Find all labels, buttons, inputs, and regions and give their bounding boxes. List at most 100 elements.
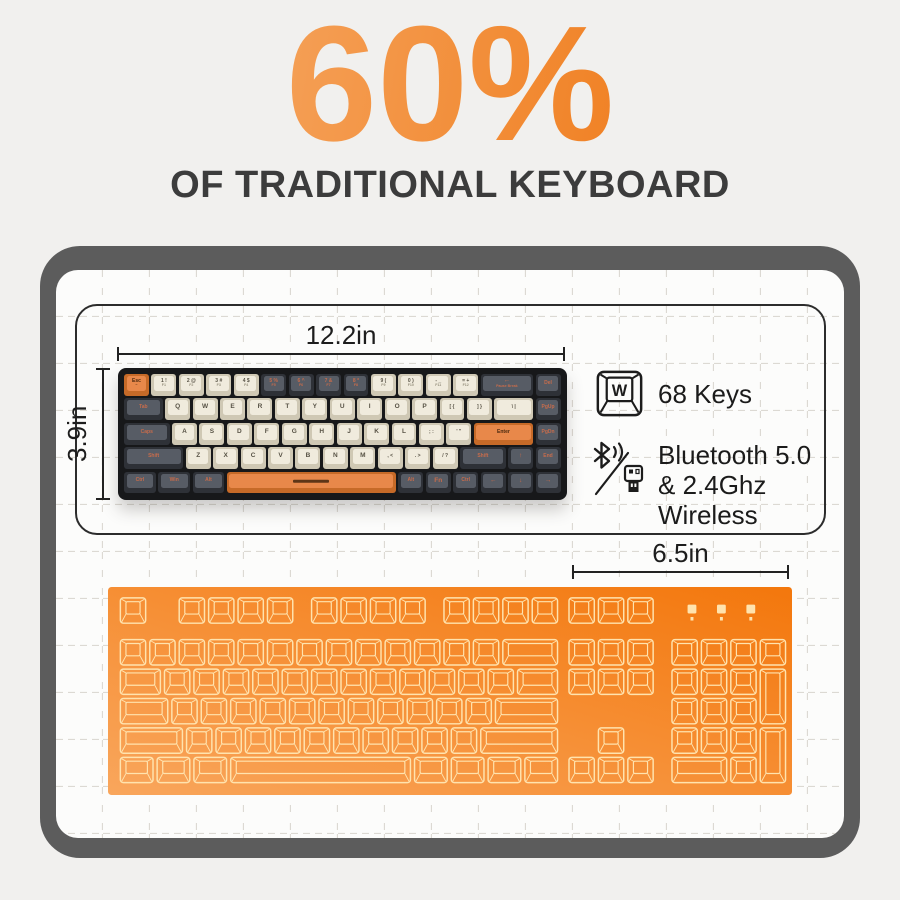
key-ctrl: Ctrl <box>124 471 156 494</box>
key-sym: ↑ <box>508 447 534 470</box>
wire-key <box>399 668 426 696</box>
key-sym: → <box>535 471 561 494</box>
key-5: 5 % F5 <box>261 374 287 396</box>
wire-key <box>266 597 294 624</box>
wire-key <box>362 727 390 754</box>
wire-key <box>369 668 397 696</box>
wire-key <box>730 697 757 725</box>
wire-key <box>700 727 728 754</box>
wire-key <box>303 727 331 754</box>
key-u: U <box>329 398 355 421</box>
key-r: R <box>247 398 273 421</box>
wire-key <box>502 638 559 666</box>
key-f: F <box>254 422 280 445</box>
key-q: Q <box>165 398 191 421</box>
wire-key <box>354 638 382 666</box>
key-h: H <box>309 422 335 445</box>
key-b: B <box>295 447 321 470</box>
board-frame: 12.2in 3.9in Esc ~1 ! F1 2 @ F2 3 # F3 4 $ F4 5 %… <box>40 246 860 858</box>
wire-key <box>671 638 699 666</box>
wire-key <box>207 597 235 624</box>
key-w: W <box>192 398 218 421</box>
wire-key <box>207 638 235 666</box>
wire-key <box>671 697 699 725</box>
wire-key <box>421 727 448 754</box>
key-s: S <box>199 422 225 445</box>
wire-key <box>391 727 419 754</box>
wire-key <box>480 727 559 754</box>
key-o: O <box>384 398 410 421</box>
wire-key <box>759 727 787 784</box>
keycap-letter: W <box>612 382 628 400</box>
wire-key <box>119 697 169 725</box>
wire-key <box>274 727 301 754</box>
page-subtitle: OF TRADITIONAL KEYBOARD <box>170 164 730 206</box>
key-sym: ↓ <box>508 471 534 494</box>
wire-key <box>399 597 426 624</box>
key-sym: ← <box>480 471 506 494</box>
wire-key <box>332 727 360 754</box>
wire-key <box>443 638 471 666</box>
key-shift: Shift <box>460 447 506 470</box>
wire-key <box>450 727 478 754</box>
key-sym: ; : <box>418 422 444 445</box>
wire-key <box>384 638 412 666</box>
key-v: V <box>268 447 293 470</box>
key-shift: Shift <box>124 447 184 470</box>
width-dimension-line <box>117 347 565 361</box>
bluetooth-dongle-icon <box>593 441 644 496</box>
wire-key <box>244 727 272 754</box>
wire-key <box>494 697 559 725</box>
wire-key <box>119 668 162 696</box>
wire-key <box>119 638 147 666</box>
extra-width-dimension-label: 6.5in <box>652 538 709 568</box>
wire-key <box>229 756 412 784</box>
blueprint-area: 12.2in 3.9in Esc ~1 ! F1 2 @ F2 3 # F3 4 $ F4 5 %… <box>56 270 844 838</box>
wire-key <box>288 697 316 725</box>
wire-key <box>671 756 728 784</box>
wire-key <box>531 597 559 624</box>
led-indicator <box>687 604 697 621</box>
wire-key <box>340 597 368 624</box>
wire-key <box>340 668 368 696</box>
wire-key <box>200 697 228 725</box>
wire-key <box>406 697 434 725</box>
wire-key <box>178 597 206 624</box>
key-end: End <box>535 447 561 470</box>
wire-key <box>700 638 728 666</box>
wire-key <box>377 697 404 725</box>
spec-wireless-label: Bluetooth 5.0 & 2.4Ghz Wireless <box>658 440 844 530</box>
key-e: E <box>220 398 245 421</box>
wire-key <box>568 638 596 666</box>
wire-key <box>443 597 471 624</box>
key-space <box>226 471 396 494</box>
key-win: Win <box>158 471 191 494</box>
wire-key <box>347 697 375 725</box>
wire-key <box>163 668 191 696</box>
key-sym: = + F12 <box>453 374 479 396</box>
wire-key <box>627 756 654 784</box>
wire-key <box>597 597 625 624</box>
wire-key <box>281 668 309 696</box>
wire-key <box>252 668 279 696</box>
wire-key <box>178 638 206 666</box>
wire-key <box>435 697 463 725</box>
key-sym: ' " <box>446 422 472 445</box>
spec-panel <box>75 304 826 535</box>
height-dimension-label: 3.9in <box>62 405 92 463</box>
wire-key <box>457 668 485 696</box>
key-pgdn: PgDn <box>535 422 561 445</box>
wire-key <box>568 668 596 696</box>
wire-key <box>310 668 338 696</box>
wireframe-body <box>108 587 792 795</box>
wire-key <box>759 638 787 666</box>
key-g: G <box>281 422 307 445</box>
key-t: T <box>274 398 300 421</box>
key-0: 0 ) F10 <box>398 374 424 396</box>
key-y: Y <box>302 398 328 421</box>
wire-key <box>229 697 257 725</box>
wire-key <box>597 727 625 754</box>
key-fn: Fn <box>425 471 451 494</box>
key-8: 8 * F8 <box>343 374 369 396</box>
key-k: K <box>364 422 390 445</box>
